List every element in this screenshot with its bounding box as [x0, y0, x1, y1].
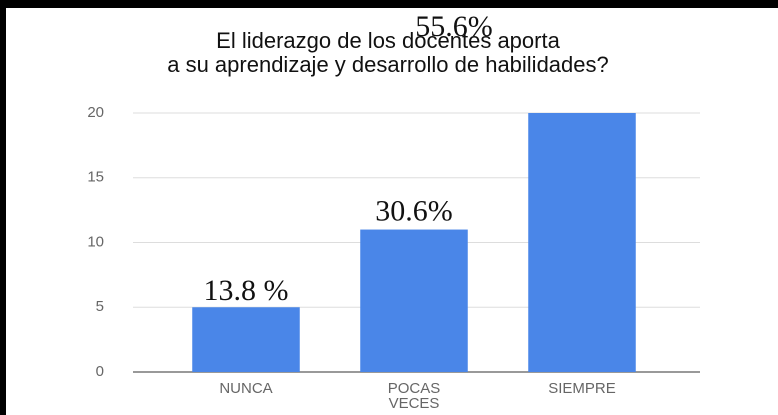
bar: [192, 307, 300, 372]
y-tick-label: 15: [87, 169, 104, 186]
y-tick-label: 0: [96, 363, 104, 380]
y-tick-label: 5: [96, 298, 104, 315]
data-label: 55.6%: [415, 10, 493, 43]
data-label: 30.6%: [375, 194, 453, 227]
x-tick-label: POCAS VECES: [388, 380, 441, 412]
bar: [528, 113, 636, 372]
x-tick-label: NUNCA: [219, 380, 272, 397]
bar: [360, 229, 468, 372]
x-tick-label: SIEMPRE: [548, 380, 616, 397]
chart-title: a su aprendizaje y desarrollo de habilid…: [167, 52, 609, 77]
chart-title: El liderazgo de los docentes aporta: [216, 28, 560, 53]
y-tick-label: 20: [87, 104, 104, 121]
x-tick-line: POCAS: [388, 380, 441, 397]
y-tick-label: 10: [87, 233, 104, 250]
data-label: 13.8 %: [204, 274, 289, 307]
x-tick-line: VECES: [389, 395, 440, 412]
